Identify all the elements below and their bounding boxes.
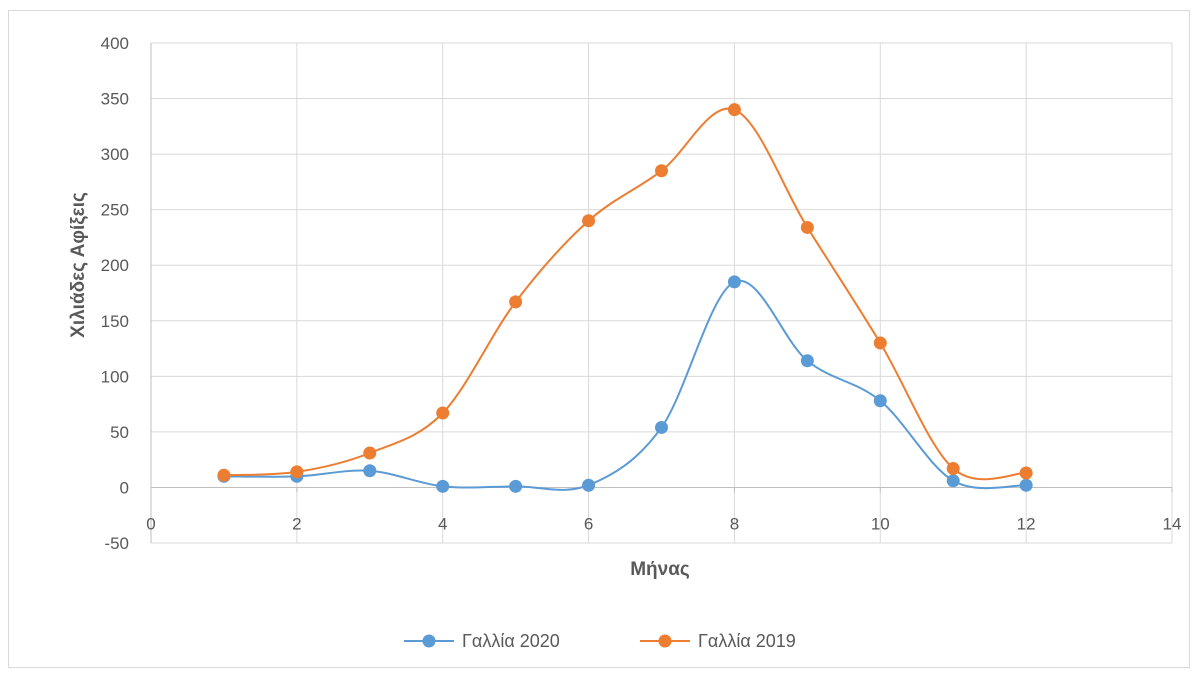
y-tick-label: 50 <box>110 423 129 442</box>
legend-label: Γαλλία 2020 <box>462 631 560 651</box>
data-point <box>363 446 377 460</box>
x-tick-label: 0 <box>146 514 155 533</box>
y-tick-label: 0 <box>120 478 129 497</box>
data-point <box>655 420 668 434</box>
data-point <box>582 214 596 228</box>
x-tick-label: 4 <box>438 514 447 533</box>
data-point <box>655 164 668 178</box>
legend-entry: Γαλλία 2019 <box>640 631 796 651</box>
y-tick-label: 100 <box>101 367 129 386</box>
data-point <box>946 474 960 488</box>
x-tick-label: 2 <box>292 514 301 533</box>
data-point <box>727 275 741 289</box>
data-point <box>436 479 450 493</box>
legend-entry: Γαλλία 2020 <box>404 631 560 651</box>
y-tick-label: 200 <box>101 256 129 275</box>
data-point <box>290 465 304 479</box>
data-point <box>1019 478 1033 492</box>
data-point <box>436 406 450 420</box>
x-tick-label: 6 <box>584 514 593 533</box>
legend-marker <box>658 634 672 648</box>
tick-labels: -50 0 50 100 150 200 250 300 350 400 0 2 4 6 8 10 12 14 <box>101 34 1182 553</box>
data-point <box>217 468 231 482</box>
y-tick-label: 400 <box>101 34 129 53</box>
chart-frame <box>8 10 1190 668</box>
data-point <box>873 394 887 408</box>
y-tick-label: -50 <box>104 534 129 553</box>
legend-label: Γαλλία 2019 <box>698 631 796 651</box>
data-point <box>1019 466 1033 480</box>
data-point <box>582 478 596 492</box>
y-tick-label: 250 <box>101 201 129 220</box>
data-point <box>800 354 814 368</box>
series-layer <box>217 103 1033 493</box>
axes <box>150 43 1173 543</box>
data-point <box>946 462 960 476</box>
legend-marker <box>422 634 436 648</box>
y-tick-label: 350 <box>101 90 129 109</box>
data-point <box>509 479 523 493</box>
legend: Γαλλία 2020 Γαλλία 2019 <box>404 631 796 651</box>
x-tick-label: 12 <box>1017 514 1036 533</box>
data-point <box>727 103 741 117</box>
data-point <box>509 295 523 309</box>
y-axis-title: Χιλιάδες Αφίξεις <box>68 192 89 338</box>
series-1 <box>217 275 1033 493</box>
y-tick-label: 300 <box>101 145 129 164</box>
x-tick-label: 8 <box>730 514 739 533</box>
data-point <box>800 220 814 234</box>
series-2 <box>217 103 1033 482</box>
x-axis-title: Μήνας <box>630 559 690 580</box>
grid-lines <box>151 42 1173 544</box>
series-line <box>223 107 1027 481</box>
x-tick-label: 14 <box>1163 514 1182 533</box>
data-point <box>363 464 377 478</box>
data-point <box>873 336 887 350</box>
x-tick-label: 10 <box>871 514 890 533</box>
series-line <box>223 279 1027 491</box>
y-tick-label: 150 <box>101 312 129 331</box>
